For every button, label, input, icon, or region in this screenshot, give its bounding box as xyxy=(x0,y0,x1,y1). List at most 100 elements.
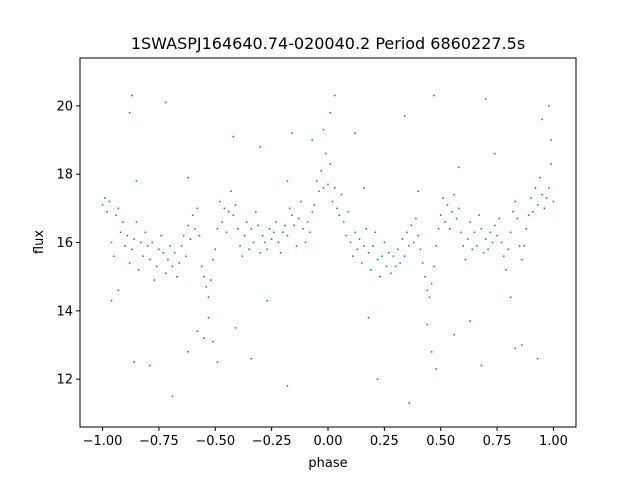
data-point xyxy=(313,204,316,206)
data-point xyxy=(254,210,257,213)
data-point xyxy=(275,221,278,223)
data-point xyxy=(453,193,456,196)
data-point xyxy=(200,265,203,268)
chart-title: 1SWASPJ164640.74-020040.2 Period 6860227… xyxy=(131,34,525,53)
data-point xyxy=(354,231,356,234)
x-tick-label: 0.25 xyxy=(370,434,399,449)
data-point xyxy=(473,231,476,234)
data-point xyxy=(406,231,408,234)
data-point xyxy=(311,210,314,213)
data-point xyxy=(309,231,311,234)
data-point xyxy=(378,275,381,278)
data-point xyxy=(300,200,302,203)
data-point xyxy=(532,210,535,213)
data-point xyxy=(410,224,413,227)
data-point xyxy=(342,221,345,223)
data-point xyxy=(356,248,359,251)
data-point xyxy=(196,330,199,333)
data-point xyxy=(288,207,291,210)
data-point xyxy=(214,248,217,251)
data-point xyxy=(324,152,327,155)
data-point xyxy=(218,200,221,203)
data-point xyxy=(148,364,151,367)
data-point xyxy=(482,251,485,254)
data-point xyxy=(130,94,133,97)
data-point xyxy=(167,258,169,261)
data-point xyxy=(491,241,494,244)
data-point xyxy=(345,234,347,237)
data-point xyxy=(509,231,512,234)
data-point xyxy=(383,241,386,244)
data-point xyxy=(500,241,503,244)
data-point xyxy=(372,245,374,247)
x-axis-label: phase xyxy=(308,456,347,471)
data-point xyxy=(369,268,372,271)
data-point xyxy=(498,217,501,220)
data-point xyxy=(112,255,115,258)
data-point xyxy=(130,248,133,251)
x-axis-ticks: −1.00 −0.75 −0.50 −0.25 0.00 0.25 0.50 0.75 1.00 xyxy=(83,427,568,449)
data-point xyxy=(185,255,187,258)
data-point xyxy=(439,214,442,217)
data-point xyxy=(261,234,264,237)
y-axis-ticks: 12 14 16 18 20 xyxy=(56,99,80,388)
data-point xyxy=(212,258,214,261)
data-point xyxy=(505,268,508,271)
data-point xyxy=(363,186,365,189)
data-point xyxy=(259,251,262,254)
data-point xyxy=(196,207,199,210)
data-point xyxy=(155,265,158,268)
data-point xyxy=(306,221,309,223)
data-point xyxy=(135,221,138,223)
data-point xyxy=(507,248,510,251)
data-point xyxy=(354,132,356,135)
data-point xyxy=(263,241,266,244)
data-point xyxy=(133,238,136,240)
data-point xyxy=(374,231,377,234)
data-point xyxy=(403,115,406,117)
data-point xyxy=(291,214,293,217)
data-point xyxy=(207,296,210,299)
data-point xyxy=(536,204,539,206)
data-point xyxy=(457,207,460,210)
data-point xyxy=(160,234,163,237)
data-point xyxy=(428,296,431,299)
data-point xyxy=(464,258,467,261)
data-point xyxy=(408,245,411,247)
data-point xyxy=(295,245,298,247)
data-point xyxy=(435,368,438,370)
data-point xyxy=(412,241,415,244)
data-point xyxy=(128,111,131,114)
data-point xyxy=(110,299,113,302)
data-point xyxy=(516,217,519,220)
data-point xyxy=(417,234,420,237)
data-point xyxy=(108,200,111,203)
data-point xyxy=(381,255,384,258)
scatter-points xyxy=(101,94,555,404)
data-point xyxy=(471,248,474,251)
x-tick-label: −0.50 xyxy=(195,434,235,449)
y-tick-label: 12 xyxy=(56,373,73,388)
data-point xyxy=(266,299,269,302)
data-point xyxy=(514,200,517,203)
data-point xyxy=(541,193,544,196)
data-point xyxy=(417,190,420,193)
x-tick-label: 1.00 xyxy=(539,434,568,449)
data-point xyxy=(304,241,307,244)
data-point xyxy=(133,361,136,363)
data-point xyxy=(216,361,219,363)
data-point xyxy=(164,101,167,104)
data-point xyxy=(426,289,429,292)
data-point xyxy=(291,132,293,135)
data-point xyxy=(365,227,368,230)
data-point xyxy=(101,204,104,206)
data-point xyxy=(106,210,108,213)
data-point xyxy=(268,227,271,230)
data-point xyxy=(248,248,250,251)
data-point xyxy=(189,238,192,240)
data-point xyxy=(286,385,289,387)
data-point xyxy=(475,245,478,247)
data-point xyxy=(430,350,433,353)
data-point xyxy=(153,279,156,281)
